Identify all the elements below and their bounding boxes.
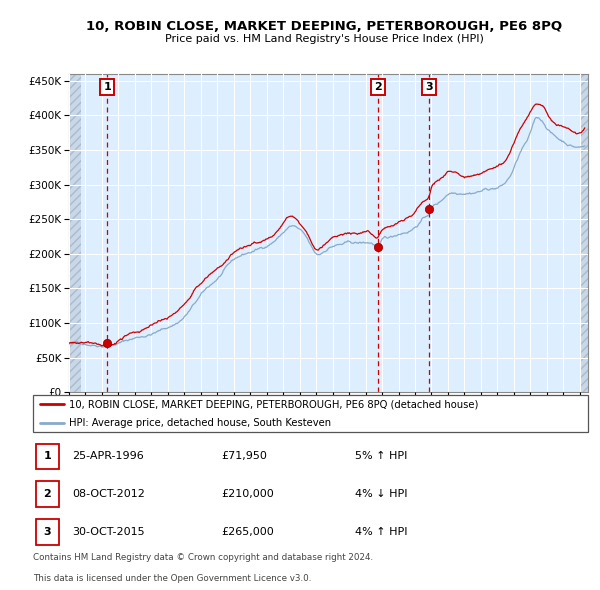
Text: 4% ↓ HPI: 4% ↓ HPI xyxy=(355,489,407,499)
Text: HPI: Average price, detached house, South Kesteven: HPI: Average price, detached house, Sout… xyxy=(69,418,331,428)
Text: Price paid vs. HM Land Registry's House Price Index (HPI): Price paid vs. HM Land Registry's House … xyxy=(164,34,484,44)
Text: 2: 2 xyxy=(374,82,382,92)
Text: Contains HM Land Registry data © Crown copyright and database right 2024.: Contains HM Land Registry data © Crown c… xyxy=(33,553,373,562)
Text: £71,950: £71,950 xyxy=(222,451,268,461)
FancyBboxPatch shape xyxy=(36,444,59,469)
Text: 25-APR-1996: 25-APR-1996 xyxy=(72,451,143,461)
Text: 08-OCT-2012: 08-OCT-2012 xyxy=(72,489,145,499)
Text: £265,000: £265,000 xyxy=(222,527,274,537)
Text: 3: 3 xyxy=(425,82,433,92)
Text: 5% ↑ HPI: 5% ↑ HPI xyxy=(355,451,407,461)
Text: 10, ROBIN CLOSE, MARKET DEEPING, PETERBOROUGH, PE6 8PQ (detached house): 10, ROBIN CLOSE, MARKET DEEPING, PETERBO… xyxy=(69,399,478,409)
Text: 2: 2 xyxy=(44,489,52,499)
Text: 10, ROBIN CLOSE, MARKET DEEPING, PETERBOROUGH, PE6 8PQ: 10, ROBIN CLOSE, MARKET DEEPING, PETERBO… xyxy=(86,20,562,33)
Bar xyxy=(69,74,82,392)
FancyBboxPatch shape xyxy=(33,395,588,432)
Text: 3: 3 xyxy=(44,527,51,537)
FancyBboxPatch shape xyxy=(36,481,59,507)
Text: £210,000: £210,000 xyxy=(222,489,274,499)
FancyBboxPatch shape xyxy=(36,519,59,545)
Text: 4% ↑ HPI: 4% ↑ HPI xyxy=(355,527,407,537)
Text: 1: 1 xyxy=(44,451,52,461)
Text: 30-OCT-2015: 30-OCT-2015 xyxy=(72,527,145,537)
Bar xyxy=(581,74,589,392)
Text: 1: 1 xyxy=(103,82,111,92)
Text: This data is licensed under the Open Government Licence v3.0.: This data is licensed under the Open Gov… xyxy=(33,574,311,583)
